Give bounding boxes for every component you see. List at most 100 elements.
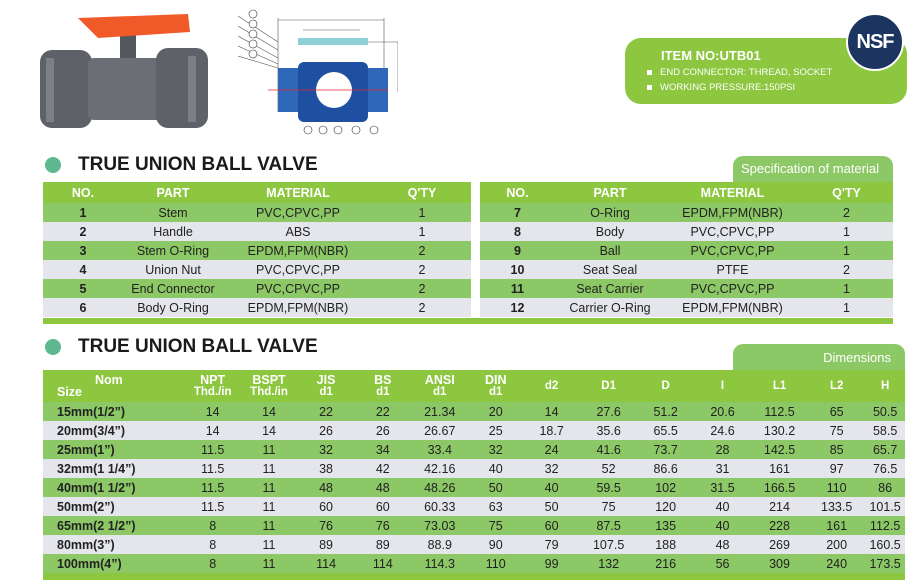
part-number: 4 — [43, 260, 123, 279]
column-header: H — [865, 370, 905, 402]
header-line-2: d1 — [376, 386, 390, 398]
table-row: 100mm(4”) 8 11 114 114 114.3 110 99 132 216 56 309 2… — [43, 554, 905, 573]
header-line-1: ANSI — [424, 373, 455, 387]
dimension-value: 11.5 — [184, 440, 241, 459]
dimension-value: 240 — [808, 554, 866, 573]
dimension-value: 26.67 — [411, 421, 469, 440]
header-line-2: L2 — [829, 380, 844, 392]
column-header: DIN d1 — [468, 370, 524, 402]
dimension-value: 112.5 — [750, 402, 809, 421]
nominal-size: 15mm(1/2”) — [43, 402, 185, 421]
table-footer-bar — [43, 318, 893, 324]
part-material: EPDM,FPM(NBR) — [665, 298, 800, 317]
table-row: 50mm(2”) 11.5 11 60 60 60.33 63 50 75 120 40 214 133… — [43, 497, 905, 516]
table-row: 10 Seat Seal PTFE 2 — [480, 260, 893, 279]
dimension-value: 24 — [523, 440, 581, 459]
dimension-value: 58.5 — [865, 421, 905, 440]
column-header: D — [637, 370, 695, 402]
part-material: PVC,CPVC,PP — [223, 279, 373, 298]
dimension-value: 11 — [240, 440, 298, 459]
part-quantity: 2 — [373, 279, 471, 298]
table-row: 40mm(1 1/2”) 11.5 11 48 48 48.26 50 40 59.5 102 31… — [43, 478, 905, 497]
table-row: 32mm(1 1/4”) 11.5 11 38 42 42.16 40 32 52 86.6 31 1… — [43, 459, 905, 478]
part-quantity: 2 — [373, 241, 471, 260]
dimension-value: 73.7 — [637, 440, 695, 459]
nominal-size: 40mm(1 1/2”) — [43, 478, 185, 497]
header-line-2: d1 — [319, 386, 333, 398]
dimension-value: 75 — [580, 497, 638, 516]
dimension-value: 11 — [240, 516, 298, 535]
dimension-value: 11.5 — [184, 497, 241, 516]
part-number: 12 — [480, 298, 555, 317]
dimension-value: 75 — [468, 516, 524, 535]
header-line-2: H — [880, 380, 890, 392]
header-row: NO. PART MATERIAL Q'TY — [480, 182, 893, 203]
column-header: NO. — [480, 182, 555, 203]
part-number: 5 — [43, 279, 123, 298]
column-header: NO. — [43, 182, 123, 203]
dimension-value: 60 — [297, 497, 355, 516]
dimension-value: 90 — [468, 535, 524, 554]
dimension-value: 188 — [637, 535, 695, 554]
dimension-value: 35.6 — [580, 421, 638, 440]
header-line-2: Thd./in — [250, 386, 288, 398]
header-row: Nom Size NPT Thd./in BSPT Thd./in JIS d1 BS d1 ANS… — [43, 370, 905, 402]
dimension-value: 40 — [523, 478, 581, 497]
part-number: 7 — [480, 203, 555, 222]
dimension-value: 133.5 — [808, 497, 866, 516]
dimension-value: 63 — [468, 497, 524, 516]
dimension-value: 48 — [297, 478, 355, 497]
header-line-2: Size — [57, 385, 83, 399]
dimension-value: 56 — [694, 554, 751, 573]
header-line-1: JIS — [316, 373, 336, 387]
dimension-value: 22 — [297, 402, 355, 421]
part-name: Body O-Ring — [123, 298, 223, 317]
column-header: PART — [123, 182, 223, 203]
part-material: EPDM,FPM(NBR) — [665, 203, 800, 222]
dimension-value: 200 — [808, 535, 866, 554]
dimension-value: 40 — [694, 497, 751, 516]
part-name: End Connector — [123, 279, 223, 298]
dimension-value: 112.5 — [865, 516, 905, 535]
dimension-value: 161 — [750, 459, 809, 478]
part-name: Seat Seal — [555, 260, 665, 279]
dimensions-table: Nom Size NPT Thd./in BSPT Thd./in JIS d1 BS d1 ANS… — [43, 370, 905, 573]
column-header: d2 — [523, 370, 581, 402]
table-row: 6 Body O-Ring EPDM,FPM(NBR) 2 — [43, 298, 471, 317]
dimension-value: 110 — [808, 478, 866, 497]
nominal-size: 50mm(2”) — [43, 497, 185, 516]
table-row: 11 Seat Carrier PVC,CPVC,PP 1 — [480, 279, 893, 298]
dimension-value: 65.5 — [637, 421, 695, 440]
dimension-value: 48 — [694, 535, 751, 554]
nsf-logo: NSF — [846, 13, 904, 71]
part-quantity: 2 — [373, 298, 471, 317]
part-number: 11 — [480, 279, 555, 298]
part-number: 8 — [480, 222, 555, 241]
header-line-1: BS — [374, 373, 392, 387]
dimension-value: 28 — [694, 440, 751, 459]
dimension-value: 8 — [184, 554, 241, 573]
column-header: D1 — [580, 370, 638, 402]
header-line-1: Nom — [95, 373, 123, 387]
dimension-value: 38 — [297, 459, 355, 478]
table-row: 80mm(3”) 8 11 89 89 88.9 90 79 107.5 188 48 269 200 1… — [43, 535, 905, 554]
section-title: TRUE UNION BALL VALVE — [78, 154, 318, 175]
part-number: 9 — [480, 241, 555, 260]
dimension-value: 89 — [297, 535, 355, 554]
dimension-value: 120 — [637, 497, 695, 516]
dimension-value: 309 — [750, 554, 809, 573]
dimension-value: 89 — [354, 535, 412, 554]
part-name: Body — [555, 222, 665, 241]
dimension-value: 8 — [184, 535, 241, 554]
header-row: NO. PART MATERIAL Q'TY — [43, 182, 471, 203]
column-header: L2 — [808, 370, 866, 402]
dimension-value: 86 — [865, 478, 905, 497]
column-header: BS d1 — [354, 370, 412, 402]
part-material: PVC,CPVC,PP — [223, 260, 373, 279]
part-quantity: 1 — [800, 222, 893, 241]
part-quantity: 2 — [800, 203, 893, 222]
dimension-value: 32 — [297, 440, 355, 459]
header-line-1: BSPT — [252, 373, 286, 387]
table-footer-bar — [43, 573, 905, 580]
dimension-value: 50.5 — [865, 402, 905, 421]
